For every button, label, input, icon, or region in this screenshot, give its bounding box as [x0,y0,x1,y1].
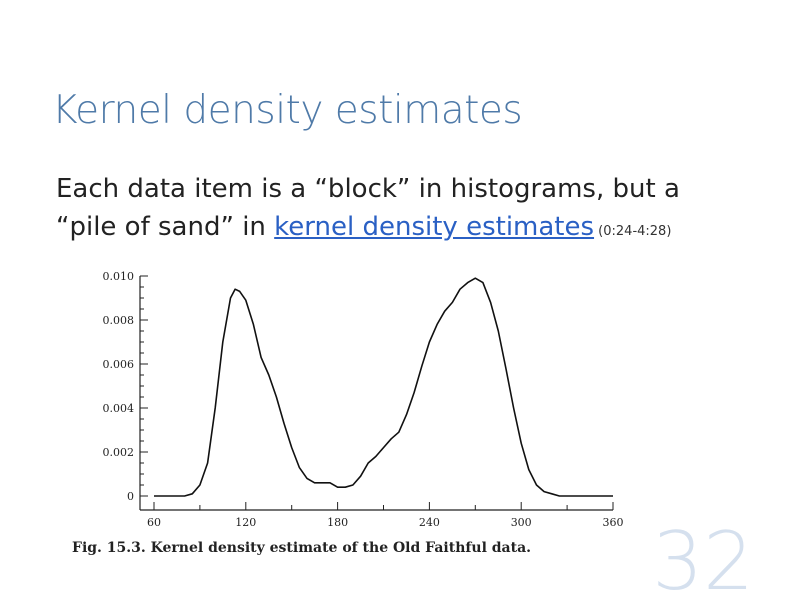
slide-number: 32 [652,522,754,602]
y-tick-label: 0.004 [103,402,135,415]
y-tick-label: 0 [127,490,134,503]
body-line-1: Each data item is a “block” in histogram… [56,170,786,208]
chart-series [154,278,613,496]
slide-title: Kernel density estimates [52,88,522,133]
x-tick-label: 120 [235,516,256,529]
y-tick-label: 0.008 [103,314,135,327]
video-timestamp: (0:24-4:28) [594,224,671,239]
x-tick-label: 240 [419,516,440,529]
chart-ticks: 0 0.002 0.004 0.006 0.008 0.010 60 120 180 240 300… [103,270,624,529]
kde-chart: 0 0.002 0.004 0.006 0.008 0.010 60 120 180 240 300… [60,262,660,562]
body-line-2: “pile of sand” in kernel density estimat… [56,208,786,251]
figure-caption: Fig. 15.3. Kernel density estimate of th… [72,540,531,556]
density-curve [154,278,613,496]
chart-axes [140,276,613,510]
y-tick-label: 0.006 [103,358,135,371]
body-line-2-prefix: “pile of sand” in [56,212,274,242]
y-tick-label: 0.002 [103,446,135,459]
y-tick-label: 0.010 [103,270,135,283]
x-tick-label: 300 [511,516,532,529]
x-tick-label: 60 [147,516,161,529]
kernel-density-link[interactable]: kernel density estimates [274,212,594,242]
slide-body: Each data item is a “block” in histogram… [56,170,786,251]
x-tick-label: 180 [327,516,348,529]
x-tick-label: 360 [603,516,624,529]
